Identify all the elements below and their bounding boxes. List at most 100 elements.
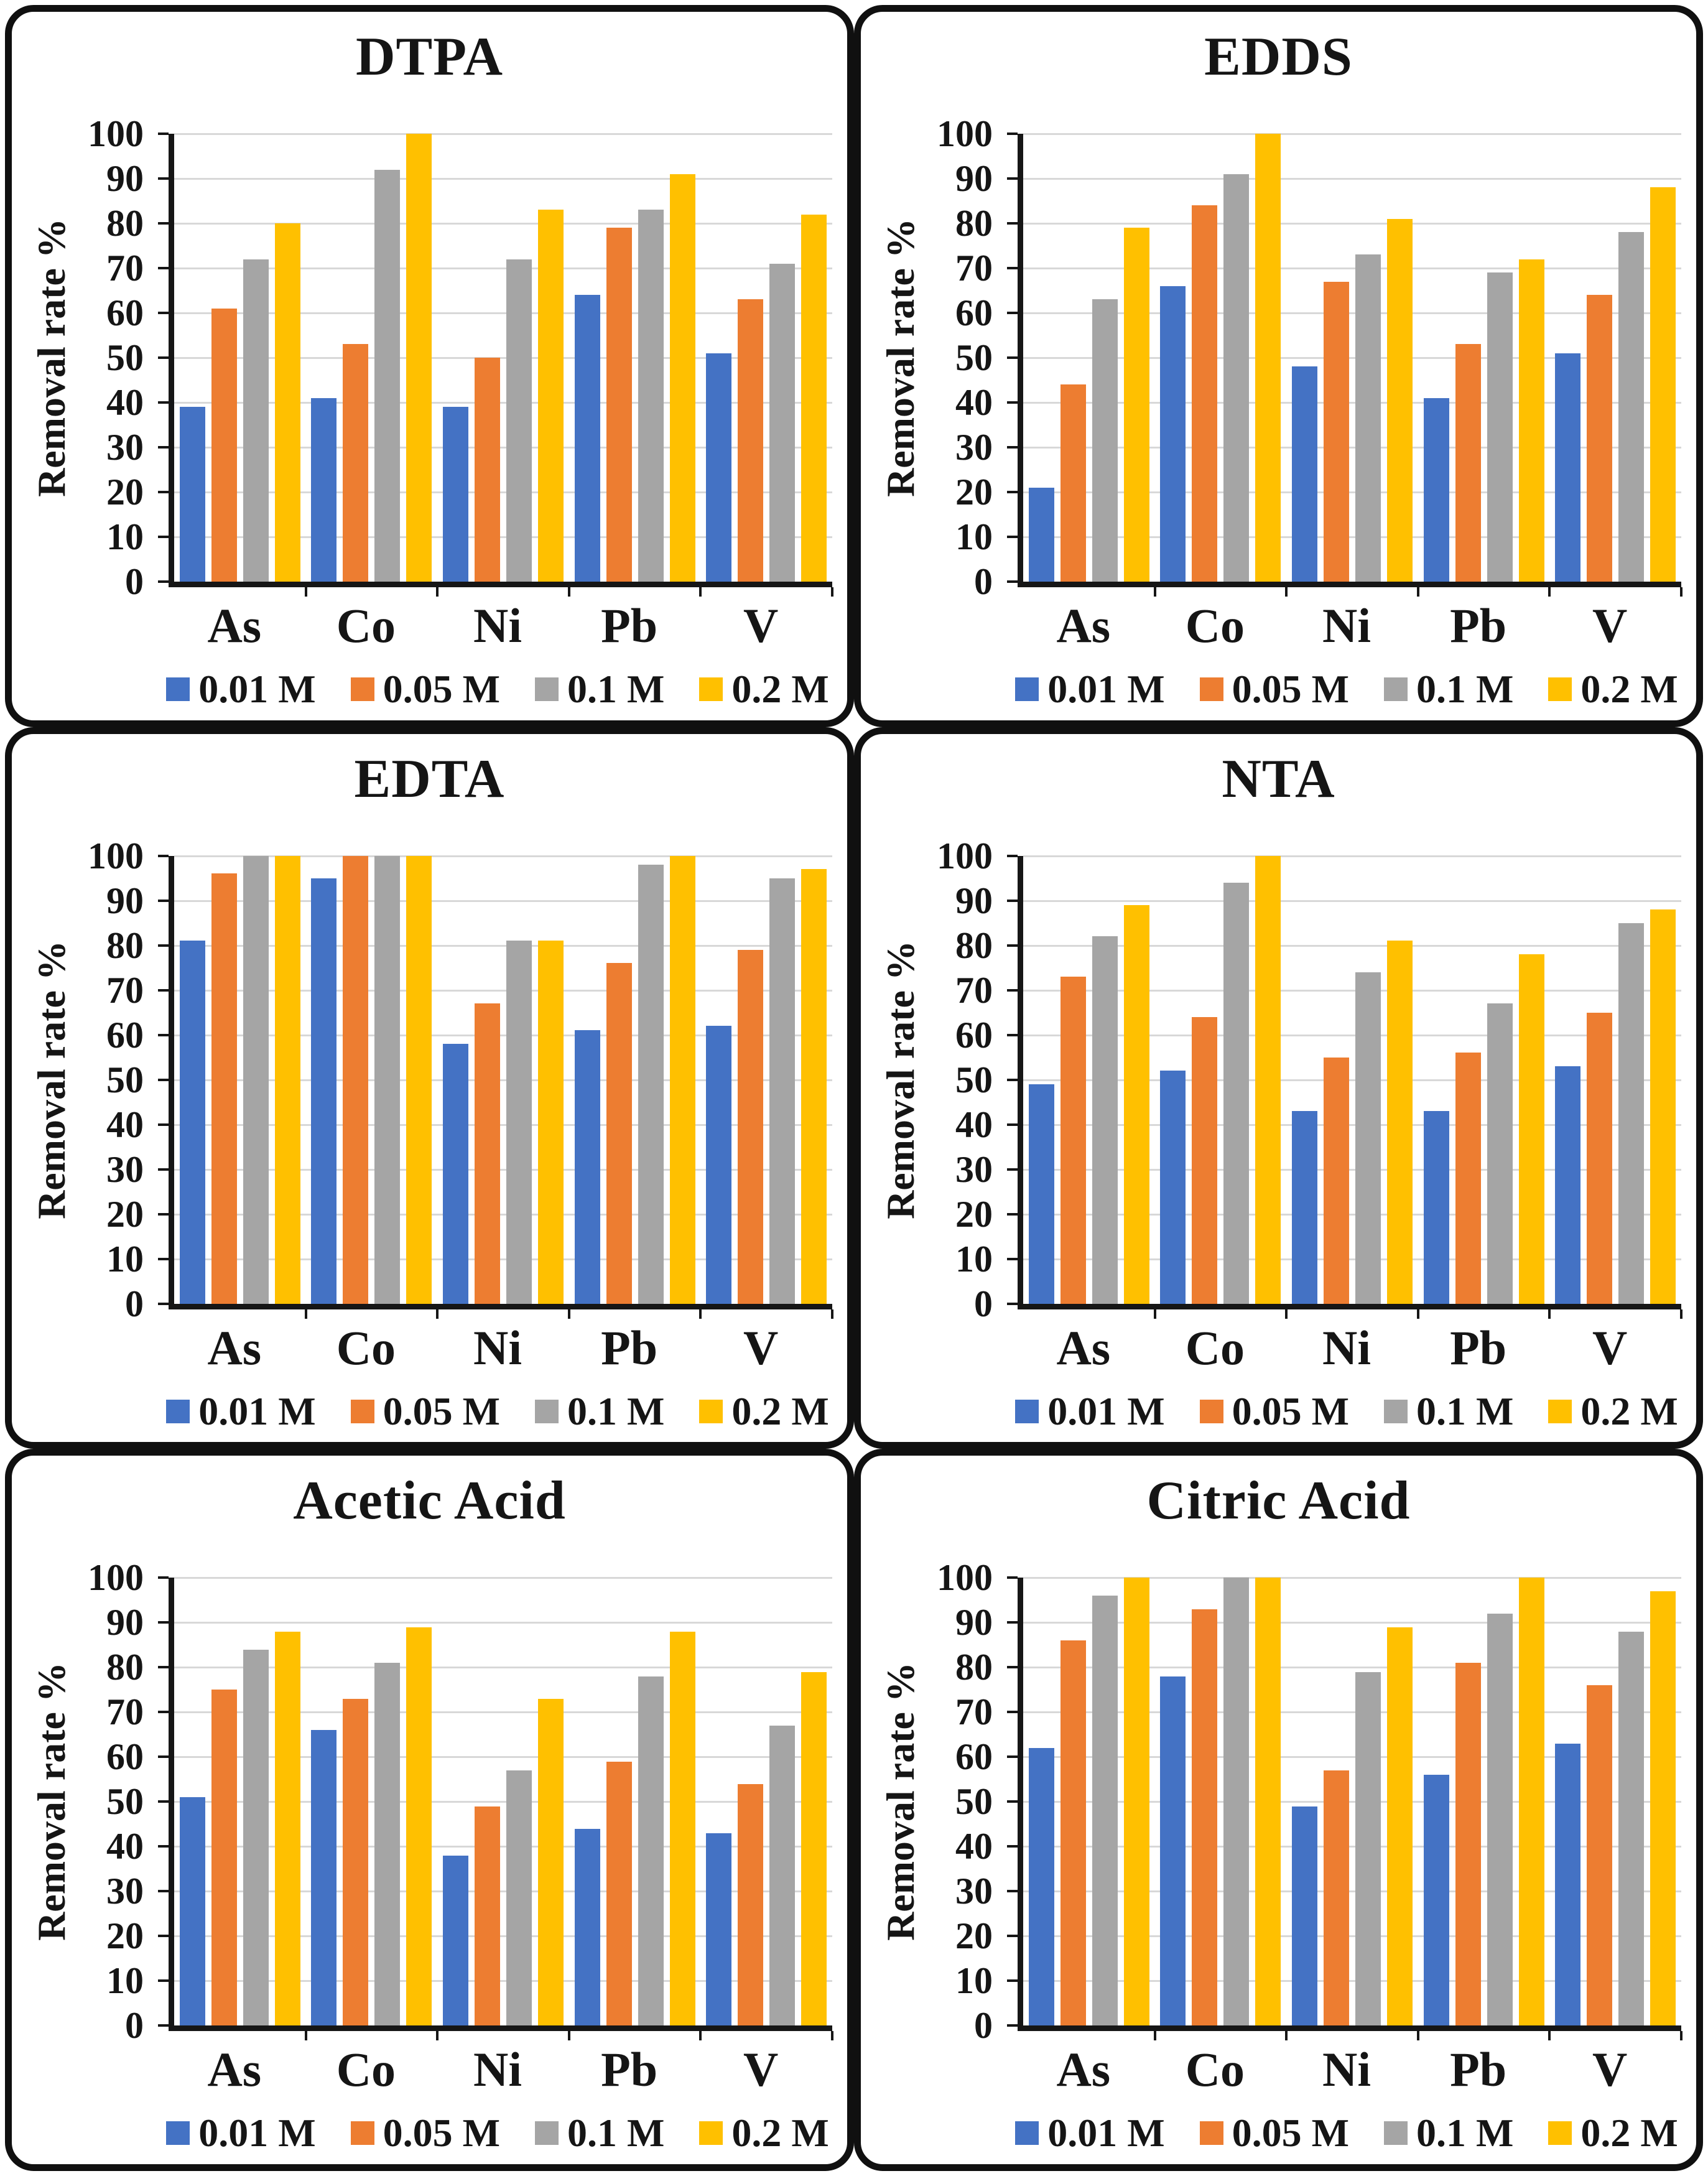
legend-marker-swatch	[166, 2121, 190, 2146]
bar	[406, 855, 432, 1304]
y-tick-mark	[158, 854, 169, 857]
legend-item: 0.01 M	[1015, 1388, 1165, 1434]
y-tick-mark	[158, 1666, 169, 1669]
y-ticks: 100 90 80 70 60 50 40 30 20 10 0	[861, 1559, 993, 2044]
y-tick-label: 40	[106, 1826, 144, 1867]
y-tick-label: 90	[955, 1602, 993, 1644]
y-tick-mark	[158, 536, 169, 538]
plot-area	[1007, 133, 1682, 597]
y-tick-mark	[1007, 988, 1018, 992]
category-label: Co	[336, 1320, 396, 1375]
bar-group	[437, 1578, 569, 2026]
gridline	[174, 1980, 832, 1983]
legend-marker-swatch	[1015, 1399, 1039, 1423]
bar	[801, 214, 827, 582]
bar-group	[1549, 856, 1681, 1304]
bar	[1618, 232, 1645, 582]
category-label: V	[1592, 2042, 1628, 2097]
chart-title: DTPA	[355, 27, 504, 87]
bar	[574, 295, 600, 582]
y-tick-label: 30	[955, 427, 993, 468]
bar	[1555, 1743, 1581, 2026]
legend-label: 0.1 M	[1416, 667, 1514, 711]
x-axis-category-labels: As Co Ni Pb V	[169, 598, 827, 654]
bar-group	[174, 855, 306, 1304]
legend-marker-swatch	[350, 2121, 374, 2146]
y-tick-mark	[1007, 1078, 1018, 1081]
y-tick-mark	[1007, 133, 1018, 135]
bar	[1223, 882, 1250, 1304]
x-tick-mark	[1416, 2031, 1419, 2041]
bar-group	[1023, 856, 1155, 1304]
y-tick-label: 40	[955, 1826, 993, 1867]
y-tick-mark	[1007, 1755, 1018, 1759]
y-tick-mark	[1007, 1212, 1018, 1216]
y-tick-label: 10	[106, 1238, 144, 1280]
y-tick-mark	[1007, 1168, 1018, 1171]
bar-group	[1155, 134, 1287, 582]
y-tick-mark	[158, 1123, 169, 1126]
bar	[442, 407, 468, 582]
x-tick-mark	[304, 587, 307, 597]
bar	[1255, 855, 1281, 1304]
chart-panel: Acetic Acid Removal rate % 100 90 80 70 60 50…	[5, 1449, 854, 2171]
y-tick-label: 30	[106, 1871, 144, 1912]
bar	[1060, 977, 1086, 1304]
y-tick-label: 20	[955, 472, 993, 513]
y-tick-mark	[158, 1800, 169, 1803]
y-tick-mark	[1007, 177, 1018, 180]
legend-label: 0.01 M	[198, 667, 316, 711]
bar	[1487, 1003, 1513, 1304]
legend-marker-swatch	[699, 2121, 723, 2146]
gridline	[174, 1258, 832, 1260]
gridline	[174, 402, 832, 404]
legend-marker-swatch	[350, 677, 374, 701]
y-tick-mark	[1007, 899, 1018, 902]
bar-groups	[174, 134, 832, 582]
legend-marker-swatch	[1548, 2121, 1572, 2146]
bar	[1423, 398, 1449, 582]
gridline	[174, 1168, 832, 1171]
bar	[638, 210, 664, 582]
category-label: V	[743, 1320, 779, 1375]
bar-group	[306, 1578, 438, 2026]
x-axis-category-labels: As Co Ni Pb V	[169, 2042, 827, 2098]
bar-group	[1286, 134, 1418, 582]
y-tick-mark	[1007, 1621, 1018, 1624]
bar-group	[1023, 134, 1155, 582]
gridline	[1023, 1213, 1681, 1216]
category-label: As	[207, 598, 262, 653]
legend-marker-swatch	[699, 677, 723, 701]
bar	[1028, 1747, 1054, 2026]
y-tick-mark	[158, 401, 169, 404]
bar	[769, 263, 796, 582]
bar	[406, 1627, 432, 2026]
bar	[537, 1698, 564, 2026]
legend-item: 0.2 M	[1548, 1388, 1678, 1434]
legend-marker-swatch	[166, 1399, 190, 1423]
y-ticks: 100 90 80 70 60 50 40 30 20 10 0	[12, 1559, 144, 2044]
bar	[243, 1649, 269, 2026]
bar	[274, 223, 300, 582]
y-tick-label: 20	[955, 1193, 993, 1235]
y-tick-label: 0	[125, 2005, 144, 2047]
bar-group	[1286, 856, 1418, 1304]
bar-group	[437, 134, 569, 582]
y-tick-mark	[158, 1033, 169, 1036]
legend-item: 0.2 M	[699, 1388, 829, 1434]
bar	[1518, 954, 1544, 1304]
bar	[1355, 1672, 1381, 2026]
x-tick-mark	[699, 587, 702, 597]
bar	[1587, 1685, 1613, 2026]
y-tick-label: 100	[937, 113, 993, 154]
x-axis-category-labels: As Co Ni Pb V	[1018, 2042, 1676, 2098]
bar	[1487, 272, 1513, 582]
gridline	[1023, 900, 1681, 902]
legend-marker-swatch	[1199, 1399, 1223, 1423]
legend-marker-swatch	[1199, 2121, 1223, 2146]
y-tick-mark	[1007, 446, 1018, 449]
legend-label: 0.2 M	[1580, 2111, 1678, 2155]
legend-item: 0.05 M	[350, 666, 500, 712]
y-tick-mark	[158, 1257, 169, 1260]
legend-item: 0.2 M	[1548, 666, 1678, 712]
